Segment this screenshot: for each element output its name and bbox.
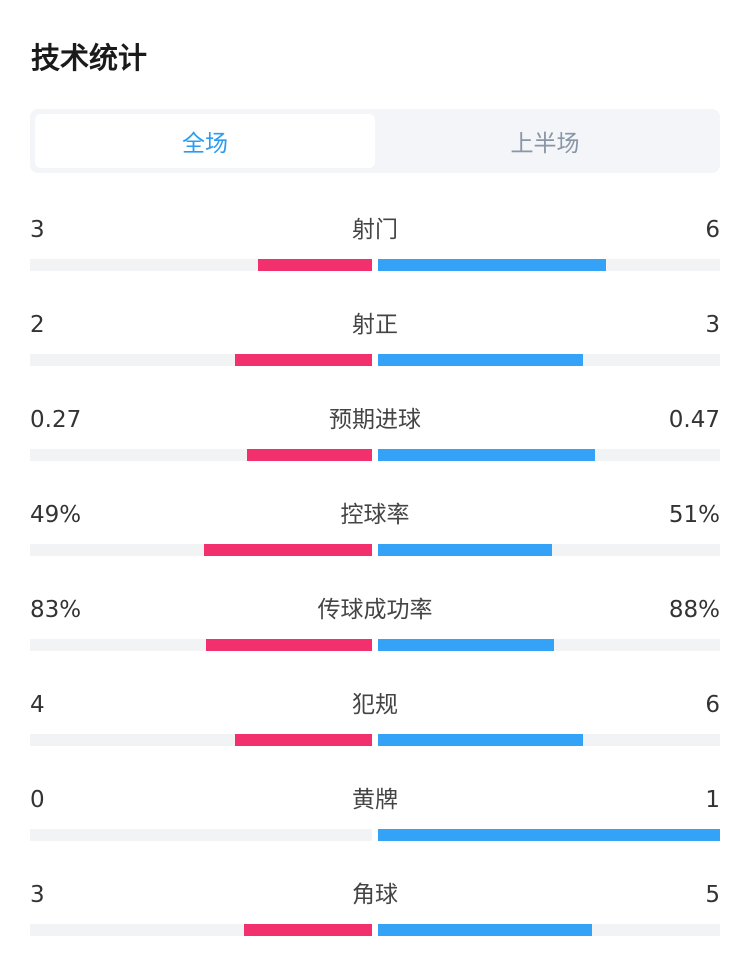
stat-values: 49% 51% bbox=[30, 497, 720, 533]
stat-row: 3 5 角球 bbox=[30, 855, 720, 950]
tab-full-match[interactable]: 全场 bbox=[35, 114, 375, 168]
home-bar bbox=[235, 734, 372, 746]
away-bar-track bbox=[378, 639, 720, 651]
away-value: 3 bbox=[705, 312, 720, 338]
away-bar-track bbox=[378, 449, 720, 461]
away-value: 51% bbox=[668, 502, 720, 528]
home-value: 4 bbox=[30, 692, 45, 718]
away-bar bbox=[378, 354, 584, 366]
home-bar-track bbox=[30, 924, 372, 936]
stats-list: 3 6 射门 2 3 射正 0.27 0.47 预期进球 49% 51% 控球率 83% 88% 传球成功率… bbox=[30, 190, 720, 950]
away-bar-track bbox=[378, 734, 720, 746]
away-bar-track bbox=[378, 259, 720, 271]
home-value: 3 bbox=[30, 882, 45, 908]
home-bar bbox=[243, 924, 372, 936]
away-bar-track bbox=[378, 924, 720, 936]
away-bar bbox=[378, 259, 607, 271]
away-bar bbox=[378, 544, 553, 556]
stat-values: 83% 88% bbox=[30, 592, 720, 628]
stat-row: 83% 88% 传球成功率 bbox=[30, 570, 720, 665]
away-bar-track bbox=[378, 544, 720, 556]
home-value: 83% bbox=[30, 597, 82, 623]
stat-row: 0.27 0.47 预期进球 bbox=[30, 380, 720, 475]
away-bar bbox=[378, 829, 720, 841]
stat-values: 0.27 0.47 bbox=[30, 402, 720, 438]
home-value: 2 bbox=[30, 312, 45, 338]
home-bar bbox=[258, 259, 372, 271]
away-bar-track bbox=[378, 829, 720, 841]
home-value: 3 bbox=[30, 217, 45, 243]
away-bar bbox=[378, 449, 596, 461]
home-bar-track bbox=[30, 259, 372, 271]
away-value: 6 bbox=[705, 217, 720, 243]
away-value: 0.47 bbox=[668, 407, 720, 433]
home-bar bbox=[206, 639, 372, 651]
home-value: 49% bbox=[30, 502, 82, 528]
home-value: 0.27 bbox=[30, 407, 82, 433]
away-value: 5 bbox=[705, 882, 720, 908]
home-bar bbox=[235, 354, 372, 366]
stat-row: 0 1 黄牌 bbox=[30, 760, 720, 855]
home-bar bbox=[247, 449, 372, 461]
tab-first-half[interactable]: 上半场 bbox=[510, 131, 580, 157]
stat-row: 3 6 射门 bbox=[30, 190, 720, 285]
home-value: 0 bbox=[30, 787, 45, 813]
page-title: 技术统计 bbox=[31, 41, 148, 75]
period-tabs: 全场 上半场 bbox=[30, 109, 720, 173]
home-bar-track bbox=[30, 354, 372, 366]
away-bar bbox=[378, 734, 584, 746]
home-bar-track bbox=[30, 639, 372, 651]
home-bar-track bbox=[30, 449, 372, 461]
away-bar bbox=[378, 924, 592, 936]
home-bar bbox=[204, 544, 372, 556]
away-bar bbox=[378, 639, 555, 651]
home-bar-track bbox=[30, 544, 372, 556]
away-bar-track bbox=[378, 354, 720, 366]
stat-row: 4 6 犯规 bbox=[30, 665, 720, 760]
home-bar-track bbox=[30, 734, 372, 746]
away-value: 1 bbox=[705, 787, 720, 813]
away-value: 6 bbox=[705, 692, 720, 718]
stat-row: 2 3 射正 bbox=[30, 285, 720, 380]
home-bar-track bbox=[30, 829, 372, 841]
stat-row: 49% 51% 控球率 bbox=[30, 475, 720, 570]
away-value: 88% bbox=[668, 597, 720, 623]
